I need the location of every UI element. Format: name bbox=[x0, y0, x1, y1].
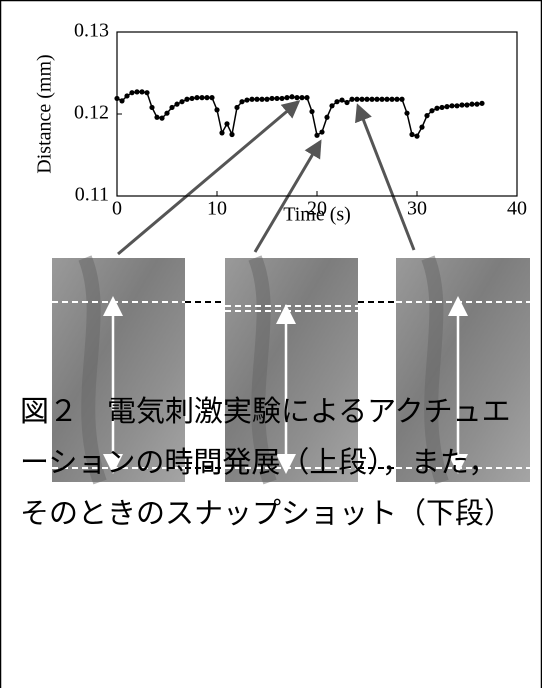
data-point bbox=[159, 116, 164, 121]
data-point bbox=[289, 94, 294, 99]
data-point bbox=[144, 90, 149, 95]
data-point bbox=[174, 102, 179, 107]
caption: 図２ 電気刺激実験によるアクチュエーションの時間発展（上段），また，そのときのス… bbox=[20, 386, 525, 539]
data-point bbox=[119, 98, 124, 103]
data-point bbox=[114, 96, 119, 101]
data-point bbox=[139, 89, 144, 94]
data-point bbox=[399, 97, 404, 102]
data-point bbox=[304, 95, 309, 100]
page: {"chart_data": {"type": "line", "xlabel"… bbox=[0, 0, 542, 688]
data-point bbox=[269, 96, 274, 101]
data-point bbox=[284, 95, 289, 100]
data-point bbox=[239, 99, 244, 104]
data-point bbox=[279, 96, 284, 101]
data-point bbox=[219, 130, 224, 135]
data-point bbox=[369, 97, 374, 102]
data-point bbox=[449, 103, 454, 108]
data-point bbox=[329, 103, 334, 108]
x-tick-label: 30 bbox=[407, 198, 427, 220]
data-point bbox=[419, 125, 424, 130]
data-point bbox=[344, 100, 349, 105]
data-point bbox=[389, 97, 394, 102]
data-point bbox=[299, 95, 304, 100]
data-point bbox=[469, 102, 474, 107]
x-tick-label: 10 bbox=[207, 198, 227, 220]
data-point bbox=[374, 97, 379, 102]
y-axis-label: Distance (mm) bbox=[34, 54, 56, 173]
data-point bbox=[479, 101, 484, 106]
pointer-arrows bbox=[118, 102, 414, 254]
data-point bbox=[349, 97, 354, 102]
plot: 0 10 20 30 40 0.11 0.12 0.13 bbox=[74, 20, 527, 220]
data-point bbox=[324, 115, 329, 120]
data-point bbox=[259, 97, 264, 102]
data-point bbox=[249, 97, 254, 102]
data-point bbox=[404, 111, 409, 116]
data-point bbox=[189, 96, 194, 101]
data-point bbox=[439, 105, 444, 110]
y-tick-label: 0.12 bbox=[74, 102, 109, 124]
data-point bbox=[149, 105, 154, 110]
data-point bbox=[234, 105, 239, 110]
data-point bbox=[319, 129, 324, 134]
data-point bbox=[414, 134, 419, 139]
data-point bbox=[334, 99, 339, 104]
data-point bbox=[364, 97, 369, 102]
plot-frame bbox=[117, 32, 517, 196]
data-point bbox=[179, 99, 184, 104]
y-tick-label: 0.13 bbox=[74, 20, 109, 42]
data-point bbox=[264, 97, 269, 102]
data-point bbox=[224, 121, 229, 126]
data-point bbox=[124, 93, 129, 98]
data-point bbox=[474, 102, 479, 107]
data-point bbox=[244, 97, 249, 102]
data-point bbox=[214, 107, 219, 112]
data-point bbox=[184, 97, 189, 102]
data-point bbox=[254, 97, 259, 102]
data-point bbox=[429, 108, 434, 113]
data-point bbox=[354, 97, 359, 102]
data-point bbox=[359, 97, 364, 102]
data-point bbox=[129, 90, 134, 95]
data-point bbox=[409, 132, 414, 137]
x-tick-label: 20 bbox=[307, 198, 327, 220]
x-tick-label: 40 bbox=[507, 198, 527, 220]
data-point bbox=[384, 97, 389, 102]
data-point bbox=[154, 115, 159, 120]
data-point bbox=[199, 95, 204, 100]
data-point bbox=[424, 113, 429, 118]
data-point bbox=[294, 95, 299, 100]
data-point bbox=[169, 105, 174, 110]
data-point bbox=[164, 111, 169, 116]
data-point bbox=[229, 132, 234, 137]
data-point bbox=[274, 96, 279, 101]
data-point bbox=[194, 95, 199, 100]
data-point bbox=[459, 102, 464, 107]
data-point bbox=[444, 104, 449, 109]
figure: Time (s) Distance (mm) 0102030400.110.12… bbox=[0, 0, 542, 688]
data-point bbox=[434, 106, 439, 111]
data-point bbox=[314, 133, 319, 138]
data-point bbox=[209, 95, 214, 100]
data-point bbox=[454, 103, 459, 108]
data-point bbox=[309, 109, 314, 114]
data-point bbox=[204, 95, 209, 100]
data-point bbox=[394, 97, 399, 102]
y-tick-label: 0.11 bbox=[75, 184, 109, 206]
data-point bbox=[134, 89, 139, 94]
data-point bbox=[379, 97, 384, 102]
data-point bbox=[464, 102, 469, 107]
data-point bbox=[339, 97, 344, 102]
x-tick-label: 0 bbox=[112, 198, 122, 220]
